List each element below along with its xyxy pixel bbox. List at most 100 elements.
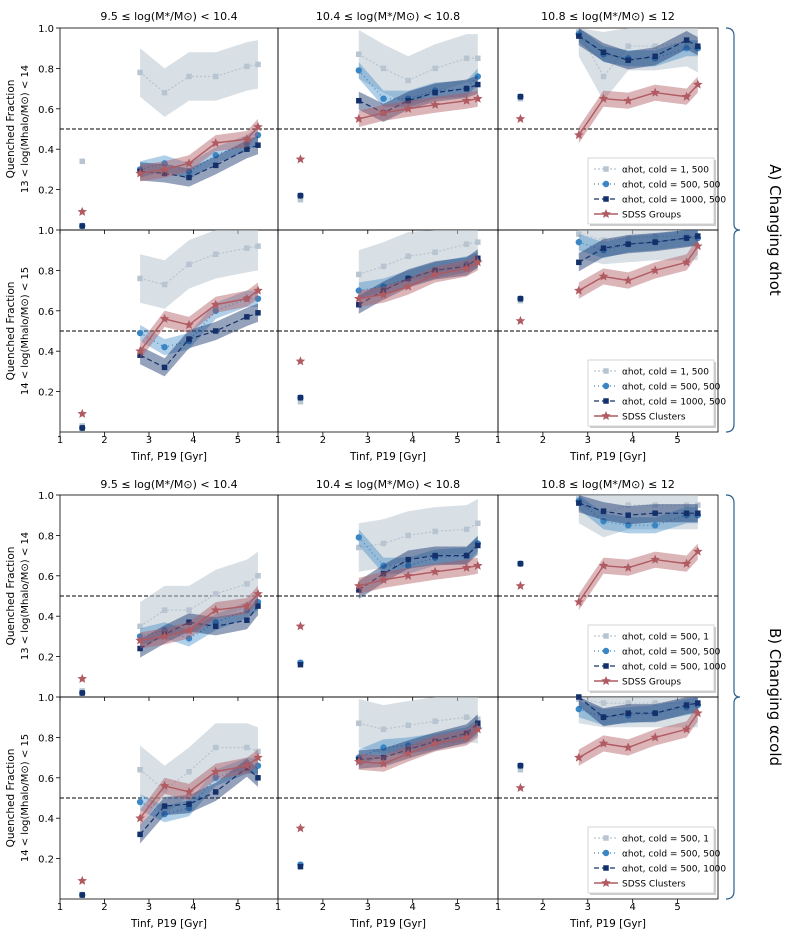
data-point: [475, 55, 481, 62]
x-axis-label: Tinf, P19 [Gyr]: [569, 451, 646, 463]
legend-entry: SDSS Groups: [622, 678, 681, 688]
series-line: [139, 126, 259, 175]
data-point: [695, 510, 701, 516]
data-point: [136, 329, 144, 337]
data-point: [575, 238, 583, 246]
data-point: [159, 780, 170, 790]
data-point: [625, 241, 631, 247]
data-point: [253, 121, 263, 132]
x-tick-label: 5: [235, 902, 241, 913]
data-point: [681, 724, 692, 734]
series-line: [358, 241, 478, 275]
y-axis-sublabel: 14 < log(Mhalo/M⊙) < 15: [20, 734, 31, 862]
data-point: [242, 293, 252, 303]
data-point: [210, 138, 221, 148]
series-band: [140, 585, 258, 649]
series-band: [358, 557, 478, 594]
field-point: [77, 673, 87, 683]
legend-entry: αhot, cold = 1, 500: [622, 166, 709, 176]
series-line: [139, 766, 259, 835]
legend-marker: [603, 663, 609, 669]
field-point: [515, 580, 526, 590]
data-point: [186, 607, 192, 613]
data-point: [244, 146, 250, 152]
data-point: [625, 522, 632, 529]
x-tick-label: 1: [275, 902, 281, 913]
series-band: [358, 499, 478, 572]
field-point: [77, 408, 87, 418]
data-point: [253, 588, 263, 599]
column-title: 10.4 ≤ log(M*/M⊙) < 10.8: [316, 10, 460, 23]
data-point: [135, 346, 145, 356]
data-point: [356, 51, 362, 58]
data-point: [186, 73, 192, 80]
x-tick-label: 3: [365, 902, 371, 913]
series-line: [358, 522, 479, 549]
data-point: [600, 73, 607, 80]
series-line: [358, 716, 478, 730]
data-point: [212, 251, 219, 257]
data-point: [463, 85, 470, 92]
data-point: [378, 289, 389, 299]
x-tick-label: 3: [365, 435, 371, 446]
data-point: [161, 89, 168, 96]
y-tick-label: 0.2: [38, 855, 54, 866]
legend-marker: [602, 849, 610, 857]
data-point: [380, 571, 387, 577]
data-point: [695, 700, 701, 706]
panel: αhot, cold = 500, 1 αhot, cold = 500, 500…: [497, 494, 726, 701]
series-line: [578, 712, 699, 759]
data-point: [625, 502, 631, 508]
data-point: [600, 237, 607, 243]
y-tick-label: 0.6: [38, 572, 54, 583]
data-point: [623, 95, 633, 105]
data-point: [161, 160, 168, 167]
series-band: [140, 597, 258, 658]
x-tick-label: 4: [410, 902, 416, 913]
data-point: [432, 249, 438, 255]
data-point: [161, 803, 168, 809]
data-point: [403, 748, 413, 758]
data-point: [255, 775, 261, 781]
data-point: [255, 142, 261, 148]
data-point: [574, 130, 584, 140]
data-point: [623, 562, 633, 572]
data-point: [683, 45, 690, 52]
chart-group-2: 9.5 ≤ log(M*/M⊙) < 10.4 10.4 ≤ log(M*/M⊙)…: [5, 478, 784, 930]
field-point: [515, 113, 526, 123]
data-point: [475, 542, 481, 549]
data-point: [461, 732, 472, 742]
data-point: [430, 566, 440, 576]
legend-marker: [603, 398, 609, 404]
field-point: [515, 315, 526, 325]
data-point: [405, 97, 411, 104]
data-point: [185, 168, 193, 175]
group-bracket: [725, 27, 741, 433]
panel: 1 2 3 4 5 αhot, cold = 1, 500 αhot, cold = 500…: [495, 229, 726, 446]
legend-marker: [601, 411, 611, 421]
chart-group-1: 9.5 ≤ log(M*/M⊙) < 10.4 10.4 ≤ log(M*/M⊙)…: [5, 10, 784, 463]
x-tick-label: 2: [320, 902, 326, 913]
x-tick-label: 3: [585, 435, 591, 446]
field-point: [295, 823, 306, 833]
series-line: [578, 696, 698, 718]
series-band: [578, 495, 698, 538]
data-point: [210, 605, 221, 615]
data-point: [244, 245, 250, 251]
panel: 0.2 0.4 0.6 0.8 1.0 1 2 3 4 5: [38, 693, 279, 913]
field-point: [297, 661, 304, 668]
data-point: [652, 43, 658, 49]
legend-entry: αhot, cold = 500, 1: [622, 835, 709, 845]
data-point: [380, 726, 387, 733]
legend-box: [587, 624, 715, 692]
legend-marker: [603, 865, 609, 871]
field-point: [297, 192, 304, 199]
data-point: [244, 314, 250, 320]
data-point: [244, 63, 250, 70]
y-tick-label: 0.6: [38, 307, 54, 318]
y-axis-label: Quenched Fraction: [5, 282, 17, 381]
data-point: [430, 99, 440, 109]
data-point: [380, 754, 387, 761]
data-point: [244, 581, 250, 587]
data-point: [405, 562, 412, 569]
